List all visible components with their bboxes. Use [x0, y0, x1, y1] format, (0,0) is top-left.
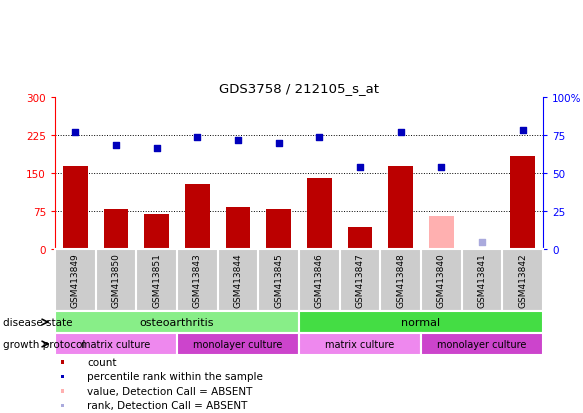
- Text: GSM413848: GSM413848: [396, 252, 405, 307]
- Bar: [61, 404, 64, 407]
- Bar: [61, 361, 64, 363]
- Text: monolayer culture: monolayer culture: [194, 339, 283, 349]
- Bar: [63, 167, 87, 249]
- Text: GSM413842: GSM413842: [518, 252, 527, 307]
- Bar: [61, 375, 64, 378]
- Point: [315, 134, 324, 140]
- Point: [437, 164, 446, 171]
- Text: value, Detection Call = ABSENT: value, Detection Call = ABSENT: [87, 386, 252, 396]
- Text: GSM413845: GSM413845: [274, 252, 283, 307]
- Bar: [55, 311, 299, 333]
- Bar: [299, 311, 543, 333]
- Text: GSM413847: GSM413847: [356, 252, 364, 307]
- Bar: [307, 179, 332, 249]
- Text: GSM413843: GSM413843: [193, 252, 202, 307]
- Point: [111, 142, 121, 149]
- Text: osteoarthritis: osteoarthritis: [140, 317, 214, 327]
- Text: GSM413850: GSM413850: [111, 252, 121, 307]
- Title: GDS3758 / 212105_s_at: GDS3758 / 212105_s_at: [219, 82, 379, 95]
- Bar: [299, 333, 421, 355]
- Text: GSM413841: GSM413841: [477, 252, 486, 307]
- Bar: [429, 216, 454, 249]
- Point: [518, 127, 528, 134]
- Bar: [348, 228, 372, 249]
- Point: [396, 130, 405, 136]
- Text: GSM413846: GSM413846: [315, 252, 324, 307]
- Bar: [61, 389, 64, 393]
- Point: [477, 239, 487, 246]
- Text: GSM413849: GSM413849: [71, 252, 80, 307]
- Text: count: count: [87, 357, 117, 367]
- Text: GSM413844: GSM413844: [234, 252, 243, 307]
- Bar: [266, 210, 291, 249]
- Text: GSM413840: GSM413840: [437, 252, 446, 307]
- Bar: [177, 333, 299, 355]
- Text: normal: normal: [402, 317, 441, 327]
- Point: [233, 138, 243, 144]
- Text: matrix culture: matrix culture: [82, 339, 150, 349]
- Point: [152, 145, 161, 152]
- Bar: [185, 185, 209, 249]
- Bar: [226, 208, 250, 249]
- Text: percentile rank within the sample: percentile rank within the sample: [87, 372, 263, 382]
- Text: GSM413851: GSM413851: [152, 252, 161, 307]
- Text: matrix culture: matrix culture: [325, 339, 395, 349]
- Text: monolayer culture: monolayer culture: [437, 339, 526, 349]
- Point: [274, 140, 283, 147]
- Bar: [511, 157, 535, 249]
- Text: disease state: disease state: [3, 317, 72, 327]
- Bar: [55, 333, 177, 355]
- Bar: [388, 167, 413, 249]
- Bar: [104, 210, 128, 249]
- Text: rank, Detection Call = ABSENT: rank, Detection Call = ABSENT: [87, 401, 247, 411]
- Point: [192, 134, 202, 140]
- Point: [355, 164, 364, 171]
- Text: growth protocol: growth protocol: [3, 339, 85, 349]
- Point: [71, 130, 80, 136]
- Bar: [421, 333, 543, 355]
- Bar: [145, 214, 169, 249]
